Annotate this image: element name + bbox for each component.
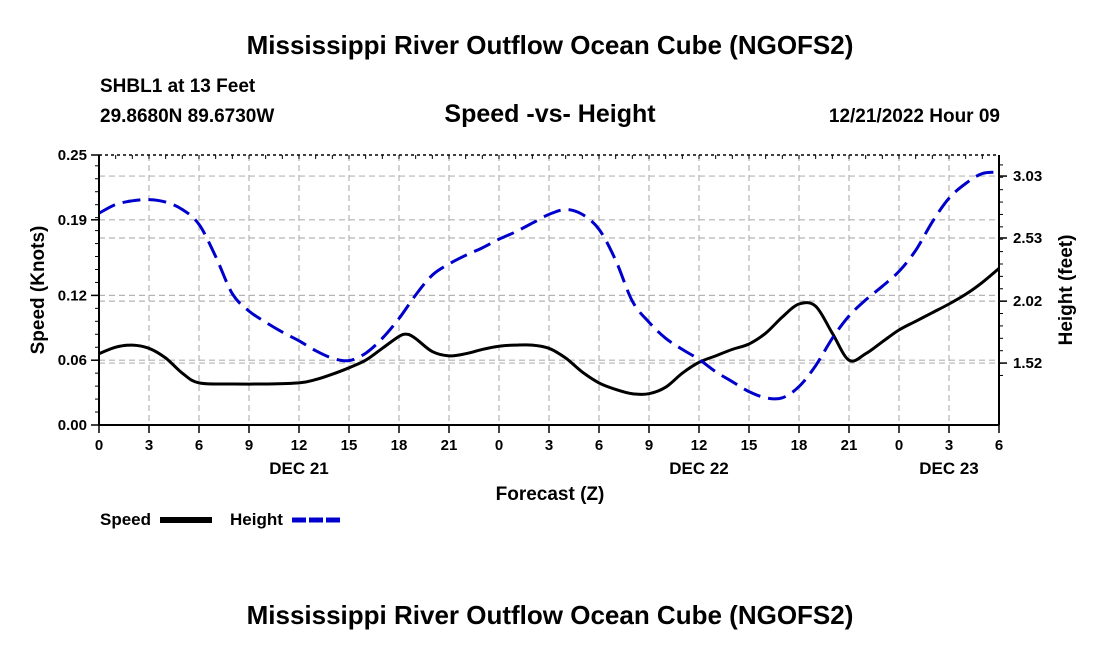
station-label: SHBL1 at 13 Feet (100, 76, 256, 97)
x-tick-label: 12 (291, 437, 308, 454)
forecast-datetime: 12/21/2022 Hour 09 (828, 106, 1000, 127)
y-right-tick-label: 2.53 (1013, 230, 1042, 247)
legend-speed-label: Speed (100, 510, 151, 529)
legend-height-label: Height (230, 510, 283, 529)
date-label: DEC 23 (919, 459, 979, 478)
y-left-tick-label: 0.06 (58, 352, 87, 369)
y-left-tick-label: 0.19 (58, 212, 87, 229)
x-tick-label: 6 (995, 437, 1003, 454)
y-axis-title-right: Height (feet) (1056, 235, 1077, 346)
x-tick-label: 12 (691, 437, 708, 454)
x-tick-label: 21 (441, 437, 458, 454)
x-tick-label: 0 (895, 437, 903, 454)
x-tick-label: 6 (195, 437, 203, 454)
x-tick-label: 18 (791, 437, 808, 454)
series-layer (98, 170, 1000, 401)
axes-layer (91, 154, 1007, 433)
x-tick-label: 6 (595, 437, 603, 454)
x-tick-label: 18 (391, 437, 408, 454)
footer-title: Mississippi River Outflow Ocean Cube (NG… (246, 600, 854, 630)
chart-title: Mississippi River Outflow Ocean Cube (NG… (246, 30, 854, 60)
label-layer: Forecast (Z) Speed (Knots) Height (feet)… (28, 147, 1077, 505)
x-tick-label: 9 (645, 437, 653, 454)
x-tick-label: 15 (341, 437, 358, 454)
date-label: DEC 21 (269, 459, 329, 478)
x-tick-label: 15 (741, 437, 758, 454)
speed-series-line (98, 267, 1000, 396)
x-tick-label: 3 (145, 437, 153, 454)
y-right-tick-label: 2.02 (1013, 293, 1042, 310)
y-left-tick-label: 0.00 (58, 417, 87, 434)
x-tick-label: 0 (495, 437, 503, 454)
y-left-tick-label: 0.12 (58, 287, 87, 304)
x-tick-label: 0 (95, 437, 103, 454)
x-tick-label: 3 (545, 437, 553, 454)
x-tick-label: 21 (841, 437, 858, 454)
y-left-tick-label: 0.25 (58, 147, 87, 164)
y-axis-title-left: Speed (Knots) (28, 226, 49, 355)
station-coordinates: 29.8680N 89.6730W (100, 106, 275, 127)
x-tick-label: 3 (945, 437, 953, 454)
chart-subtitle: Speed -vs- Height (444, 100, 656, 128)
y-right-tick-label: 3.03 (1013, 168, 1042, 185)
x-tick-label: 9 (245, 437, 253, 454)
legend: Speed Height (100, 510, 342, 529)
y-right-tick-label: 1.52 (1013, 355, 1042, 372)
height-series-line (98, 170, 1000, 401)
x-axis-title: Forecast (Z) (496, 484, 605, 505)
date-label: DEC 22 (669, 459, 729, 478)
